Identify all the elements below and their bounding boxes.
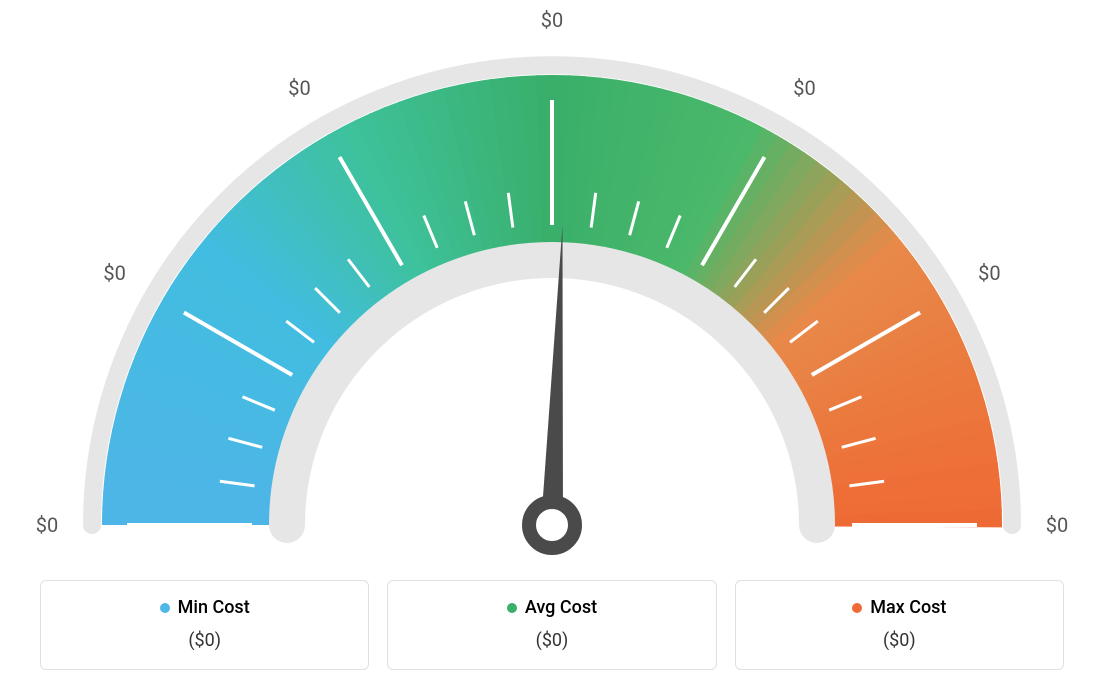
legend-title-min: Min Cost bbox=[160, 597, 250, 618]
legend-card-avg: Avg Cost ($0) bbox=[387, 580, 716, 670]
gauge-tick-label: $0 bbox=[793, 76, 815, 100]
gauge-container: $0 $0 $0 $0 $0 $0 $0 bbox=[0, 0, 1104, 560]
gauge-tick-label: $0 bbox=[1046, 513, 1068, 537]
dot-icon bbox=[852, 603, 862, 613]
legend-value-min: ($0) bbox=[53, 630, 356, 651]
gauge-svg bbox=[0, 0, 1104, 560]
legend-row: Min Cost ($0) Avg Cost ($0) Max Cost ($0… bbox=[40, 580, 1064, 670]
legend-card-min: Min Cost ($0) bbox=[40, 580, 369, 670]
legend-label-max: Max Cost bbox=[870, 597, 946, 618]
gauge-tick-label: $0 bbox=[978, 261, 1000, 285]
gauge-tick-label: $0 bbox=[288, 76, 310, 100]
legend-label-min: Min Cost bbox=[178, 597, 250, 618]
gauge-tick-label: $0 bbox=[36, 513, 58, 537]
legend-title-avg: Avg Cost bbox=[507, 597, 597, 618]
gauge-tick-label: $0 bbox=[541, 8, 563, 32]
legend-title-max: Max Cost bbox=[852, 597, 946, 618]
legend-label-avg: Avg Cost bbox=[525, 597, 597, 618]
dot-icon bbox=[160, 603, 170, 613]
legend-value-avg: ($0) bbox=[400, 630, 703, 651]
gauge-tick-label: $0 bbox=[103, 261, 125, 285]
legend-card-max: Max Cost ($0) bbox=[735, 580, 1064, 670]
legend-value-max: ($0) bbox=[748, 630, 1051, 651]
dot-icon bbox=[507, 603, 517, 613]
